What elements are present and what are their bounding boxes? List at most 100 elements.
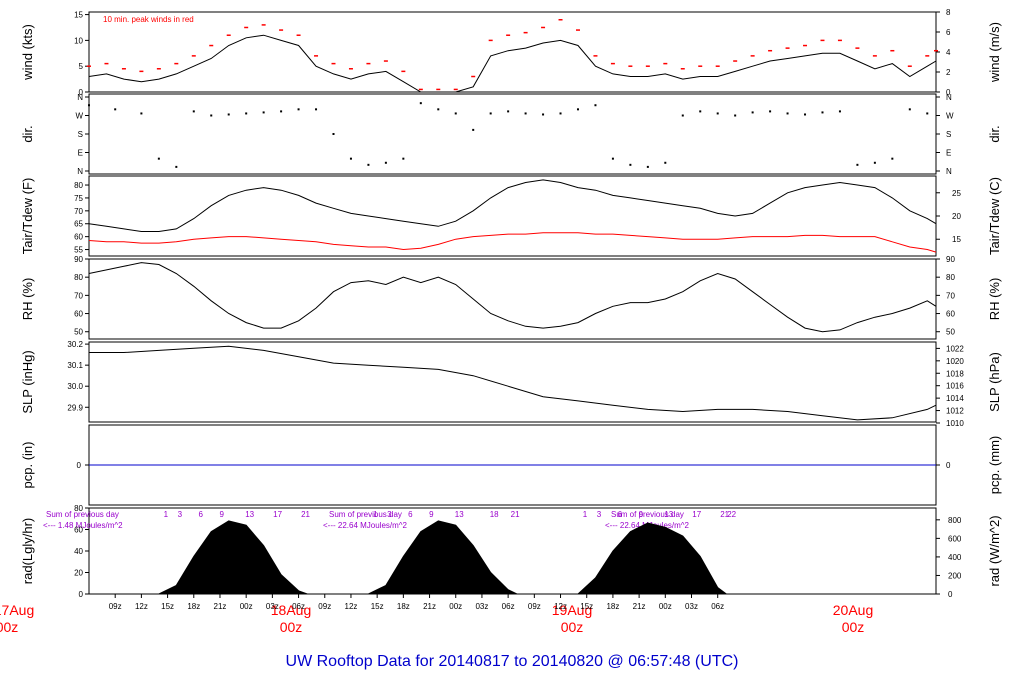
direction-panel-frame	[88, 93, 937, 175]
rh-right-tick-label: 70	[946, 291, 955, 300]
tdew-line	[88, 232, 937, 253]
direction-left-tick-label: W	[75, 112, 83, 121]
time-axis-label: 00z	[659, 602, 672, 611]
direction-point	[402, 157, 405, 160]
time-axis-label: 03z	[685, 602, 698, 611]
wind-right-tick-label: 4	[946, 48, 951, 57]
radiation-note-1-line1: Sum of previous day	[46, 510, 119, 519]
temperature-right-label: Tair/Tdew (C)	[987, 177, 1002, 255]
time-axis-label: 18z	[187, 602, 200, 611]
radiation-left-tick-label: 80	[74, 504, 83, 513]
rh-left-tick-label: 80	[74, 273, 83, 282]
date-mark-2-day: 18Aug	[271, 602, 311, 618]
direction-point	[734, 114, 737, 117]
direction-point	[681, 114, 684, 117]
direction-point	[786, 112, 789, 115]
direction-point	[114, 108, 117, 111]
time-axis-label: 12z	[345, 602, 358, 611]
direction-point	[437, 108, 440, 111]
time-axis-label: 18z	[397, 602, 410, 611]
slp-right-tick-label: 1014	[946, 394, 964, 403]
precip-left-tick-label: 0	[77, 461, 82, 470]
time-axis-label: 21z	[423, 602, 436, 611]
wind-right-label: wind (m/s)	[987, 22, 1002, 83]
direction-point	[891, 157, 894, 160]
direction-point	[297, 108, 300, 111]
date-mark-1-hour: 00z	[0, 619, 18, 635]
radiation-note-1-line2: <--- 1.48 MJoules/m^2	[43, 521, 123, 530]
direction-point	[838, 110, 841, 113]
rh-left-tick-label: 70	[74, 291, 83, 300]
direction-left-tick-label: E	[78, 149, 83, 158]
direction-point	[611, 157, 614, 160]
time-axis-label: 00z	[240, 602, 253, 611]
wind-left-tick-label: 0	[79, 88, 84, 97]
wind-left-label: wind (kts)	[20, 24, 35, 81]
time-axis-label: 21z	[214, 602, 227, 611]
time-axis-label: 06z	[292, 602, 305, 611]
direction-point	[489, 112, 492, 115]
time-axis-label: 15z	[580, 602, 593, 611]
radiation-hour-marker: 3	[387, 510, 392, 519]
radiation-hour-marker: 22	[727, 510, 736, 519]
radiation-hour-marker: 9	[219, 510, 224, 519]
time-axis-label: 18z	[606, 602, 619, 611]
direction-point	[926, 112, 929, 115]
rh-right-tick-label: 50	[946, 328, 955, 337]
direction-left-tick-label: N	[77, 93, 83, 102]
direction-point	[507, 110, 510, 113]
rh-right-tick-label: 90	[946, 255, 955, 264]
radiation-note-2-line1: Sum of previous day	[329, 510, 402, 519]
direction-point	[664, 161, 667, 164]
wind-speed-line	[88, 34, 937, 93]
radiation-area-day-3	[576, 522, 728, 595]
direction-point	[576, 108, 579, 111]
temperature-left-tick-label: 65	[74, 220, 83, 229]
rh-left-tick-label: 60	[74, 310, 83, 319]
precip-right-label: pcp. (mm)	[987, 436, 1002, 495]
direction-point	[88, 104, 90, 107]
rh-left-tick-label: 50	[74, 328, 83, 337]
radiation-hour-marker: 1	[583, 510, 588, 519]
direction-point	[210, 114, 213, 117]
temperature-left-tick-label: 75	[74, 194, 83, 203]
direction-point	[157, 157, 160, 160]
temperature-left-tick-label: 55	[74, 246, 83, 255]
radiation-left-tick-label: 0	[79, 590, 84, 599]
radiation-left-tick-label: 60	[74, 526, 83, 535]
direction-point	[751, 111, 754, 114]
radiation-hour-marker: 13	[455, 510, 464, 519]
time-axis-label: 03z	[475, 602, 488, 611]
direction-left-tick-label: N	[77, 167, 83, 176]
wind-panel-frame	[88, 11, 937, 93]
radiation-hour-marker: 17	[692, 510, 701, 519]
slp-left-tick-label: 30.2	[67, 340, 83, 349]
radiation-hour-marker: 9	[639, 510, 644, 519]
rh-line	[88, 262, 937, 333]
time-axis-label: 06z	[711, 602, 724, 611]
radiation-hour-marker: 21	[511, 510, 520, 519]
slp-line	[89, 345, 937, 421]
direction-point	[908, 108, 911, 111]
radiation-area-day-2	[368, 520, 518, 595]
temperature-panel-frame	[88, 175, 937, 257]
slp-right-tick-label: 1012	[946, 407, 964, 416]
slp-right-tick-label: 1016	[946, 382, 964, 391]
date-mark-1-day: 17Aug	[0, 602, 34, 618]
time-axis-label: 00z	[449, 602, 462, 611]
date-mark-4-hour: 00z	[842, 619, 865, 635]
wind-right-tick-label: 6	[946, 28, 951, 37]
slp-left-tick-label: 30.0	[67, 382, 83, 391]
wind-right-tick-label: 0	[946, 88, 951, 97]
direction-point	[454, 112, 457, 115]
precip-left-label: pcp. (in)	[20, 442, 35, 489]
direction-point	[646, 165, 649, 168]
time-axis-label: 15z	[371, 602, 384, 611]
slp-left-tick-label: 30.1	[67, 361, 83, 370]
time-axis-label: 06z	[502, 602, 515, 611]
radiation-left-tick-label: 20	[74, 569, 83, 578]
direction-point	[873, 161, 876, 164]
radiation-right-tick-label: 800	[948, 516, 962, 525]
direction-point	[699, 110, 702, 113]
